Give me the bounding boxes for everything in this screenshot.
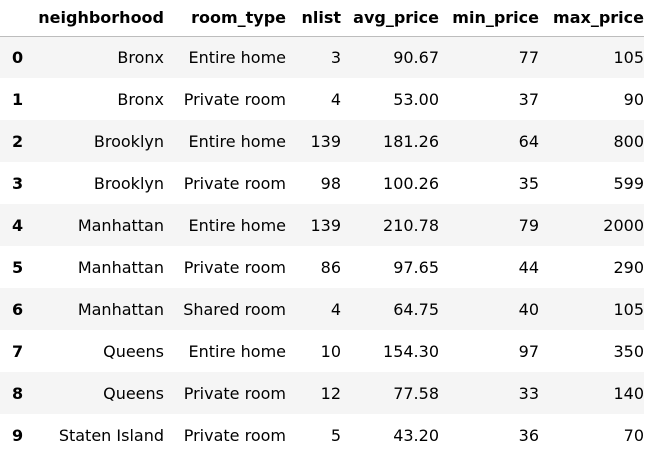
cell-neighborhood: Staten Island [58, 425, 164, 445]
cell-room-type: Private room [183, 425, 286, 445]
cell-min-price: 44 [518, 257, 539, 277]
column-header-neighborhood: neighborhood [38, 8, 164, 28]
table-row: 2 Brooklyn Entire home 139 181.26 64 800 [0, 120, 644, 162]
cell-neighborhood: Manhattan [77, 299, 164, 319]
cell-min-price: 79 [518, 215, 539, 235]
column-header-room-type: room_type [191, 8, 286, 28]
cell-max-price: 105 [613, 299, 644, 319]
cell-avg-price: 64.75 [393, 299, 439, 319]
cell-nlist: 139 [310, 215, 341, 235]
cell-nlist: 5 [330, 425, 341, 445]
cell-neighborhood: Bronx [117, 47, 164, 67]
cell-max-price: 290 [613, 257, 644, 277]
cell-min-price: 77 [518, 47, 539, 67]
table-row: 8 Queens Private room 12 77.58 33 140 [0, 372, 644, 414]
row-index: 4 [12, 215, 24, 235]
cell-room-type: Private room [183, 89, 286, 109]
cell-max-price: 800 [613, 131, 644, 151]
row-index: 6 [12, 299, 24, 319]
table-row: 4 Manhattan Entire home 139 210.78 79 2000 [0, 204, 644, 246]
column-header-min-price: min_price [452, 8, 539, 28]
cell-min-price: 35 [518, 173, 539, 193]
row-index: 0 [12, 47, 24, 67]
cell-neighborhood: Brooklyn [93, 173, 164, 193]
header-row: neighborhood room_type nlist avg_price m… [0, 0, 644, 36]
cell-max-price: 2000 [603, 215, 644, 235]
row-index: 8 [12, 383, 24, 403]
index-column-header [0, 0, 30, 36]
cell-avg-price: 97.65 [393, 257, 439, 277]
cell-neighborhood: Manhattan [77, 257, 164, 277]
cell-room-type: Private room [183, 383, 286, 403]
dataframe-table: neighborhood room_type nlist avg_price m… [0, 0, 644, 456]
cell-avg-price: 210.78 [383, 215, 439, 235]
cell-max-price: 140 [613, 383, 644, 403]
cell-avg-price: 100.26 [383, 173, 439, 193]
cell-min-price: 97 [518, 341, 539, 361]
cell-room-type: Private room [183, 173, 286, 193]
column-header-max-price: max_price [553, 8, 644, 28]
cell-avg-price: 90.67 [393, 47, 439, 67]
cell-min-price: 33 [518, 383, 539, 403]
cell-nlist: 12 [320, 383, 341, 403]
cell-neighborhood: Queens [103, 341, 164, 361]
cell-nlist: 4 [330, 89, 341, 109]
table-row: 9 Staten Island Private room 5 43.20 36 70 [0, 414, 644, 456]
cell-max-price: 105 [613, 47, 644, 67]
table-body: 0 Bronx Entire home 3 90.67 77 105 1 Bronx Privat… [0, 36, 644, 456]
cell-neighborhood: Queens [103, 383, 164, 403]
cell-avg-price: 77.58 [393, 383, 439, 403]
table-row: 1 Bronx Private room 4 53.00 37 90 [0, 78, 644, 120]
table-header: neighborhood room_type nlist avg_price m… [0, 0, 644, 36]
cell-min-price: 64 [518, 131, 539, 151]
cell-neighborhood: Manhattan [77, 215, 164, 235]
table-row: 6 Manhattan Shared room 4 64.75 40 105 [0, 288, 644, 330]
cell-min-price: 40 [518, 299, 539, 319]
table-row: 3 Brooklyn Private room 98 100.26 35 599 [0, 162, 644, 204]
cell-nlist: 86 [320, 257, 341, 277]
table-row: 0 Bronx Entire home 3 90.67 77 105 [0, 36, 644, 78]
cell-max-price: 90 [623, 89, 644, 109]
cell-room-type: Private room [183, 257, 286, 277]
row-index: 1 [12, 89, 24, 109]
cell-avg-price: 154.30 [383, 341, 439, 361]
table-row: 7 Queens Entire home 10 154.30 97 350 [0, 330, 644, 372]
cell-nlist: 10 [320, 341, 341, 361]
cell-nlist: 139 [310, 131, 341, 151]
row-index: 9 [12, 425, 24, 445]
cell-max-price: 70 [623, 425, 644, 445]
cell-avg-price: 53.00 [393, 89, 439, 109]
column-header-avg-price: avg_price [353, 8, 439, 28]
row-index: 3 [12, 173, 24, 193]
row-index: 5 [12, 257, 24, 277]
cell-neighborhood: Bronx [117, 89, 164, 109]
cell-avg-price: 43.20 [393, 425, 439, 445]
cell-room-type: Entire home [188, 47, 286, 67]
cell-min-price: 37 [518, 89, 539, 109]
table-row: 5 Manhattan Private room 86 97.65 44 290 [0, 246, 644, 288]
column-header-nlist: nlist [301, 8, 341, 28]
cell-room-type: Entire home [188, 131, 286, 151]
cell-max-price: 350 [613, 341, 644, 361]
cell-nlist: 3 [330, 47, 341, 67]
cell-nlist: 98 [320, 173, 341, 193]
cell-room-type: Entire home [188, 215, 286, 235]
cell-room-type: Shared room [183, 299, 286, 319]
cell-min-price: 36 [518, 425, 539, 445]
cell-avg-price: 181.26 [383, 131, 439, 151]
cell-room-type: Entire home [188, 341, 286, 361]
cell-nlist: 4 [330, 299, 341, 319]
row-index: 7 [12, 341, 24, 361]
cell-neighborhood: Brooklyn [93, 131, 164, 151]
row-index: 2 [12, 131, 24, 151]
cell-max-price: 599 [613, 173, 644, 193]
